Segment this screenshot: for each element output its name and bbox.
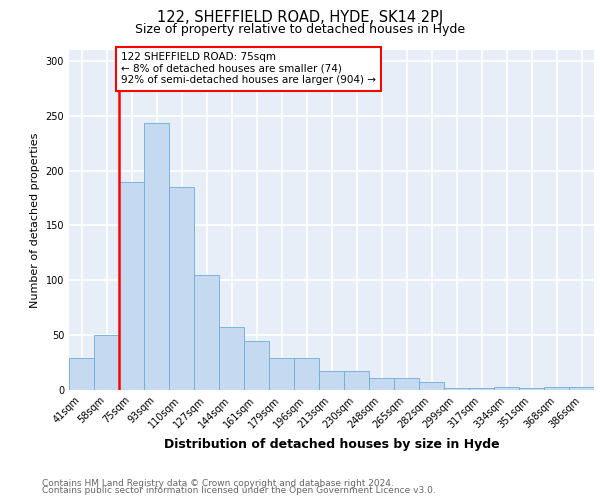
Bar: [194, 275, 219, 390]
X-axis label: Distribution of detached houses by size in Hyde: Distribution of detached houses by size …: [164, 438, 499, 451]
Bar: [519, 388, 544, 390]
Bar: [544, 386, 569, 390]
Bar: [494, 386, 519, 390]
Bar: [269, 358, 294, 390]
Text: Size of property relative to detached houses in Hyde: Size of property relative to detached ho…: [135, 22, 465, 36]
Bar: [119, 182, 144, 390]
Bar: [394, 378, 419, 390]
Bar: [344, 372, 369, 390]
Bar: [469, 388, 494, 390]
Bar: [369, 378, 394, 390]
Bar: [219, 328, 244, 390]
Bar: [244, 340, 269, 390]
Y-axis label: Number of detached properties: Number of detached properties: [30, 132, 40, 308]
Text: 122, SHEFFIELD ROAD, HYDE, SK14 2PJ: 122, SHEFFIELD ROAD, HYDE, SK14 2PJ: [157, 10, 443, 25]
Bar: [569, 386, 594, 390]
Bar: [69, 358, 94, 390]
Text: Contains public sector information licensed under the Open Government Licence v3: Contains public sector information licen…: [42, 486, 436, 495]
Bar: [319, 372, 344, 390]
Bar: [169, 187, 194, 390]
Text: Contains HM Land Registry data © Crown copyright and database right 2024.: Contains HM Land Registry data © Crown c…: [42, 478, 394, 488]
Bar: [294, 358, 319, 390]
Bar: [444, 388, 469, 390]
Bar: [419, 382, 444, 390]
Bar: [94, 335, 119, 390]
Text: 122 SHEFFIELD ROAD: 75sqm
← 8% of detached houses are smaller (74)
92% of semi-d: 122 SHEFFIELD ROAD: 75sqm ← 8% of detach…: [121, 52, 376, 86]
Bar: [144, 124, 169, 390]
